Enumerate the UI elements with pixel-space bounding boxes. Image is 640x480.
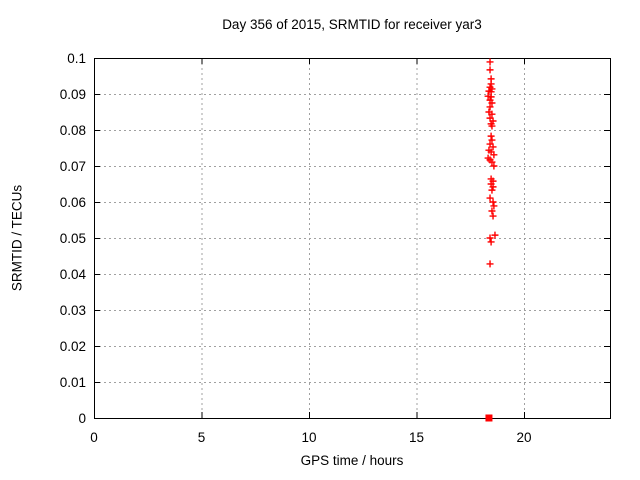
y-tick-label: 0.09 xyxy=(60,87,86,102)
data-point-plus xyxy=(486,58,494,66)
x-tick-label: 10 xyxy=(301,430,316,445)
y-tick-label: 0.02 xyxy=(60,339,86,354)
y-tick-label: 0.04 xyxy=(60,267,87,282)
data-point-plus xyxy=(489,143,497,151)
data-point-plus xyxy=(489,198,497,206)
data-point-plus xyxy=(489,212,497,220)
plot-border xyxy=(94,58,611,419)
y-tick-label: 0 xyxy=(78,411,86,426)
data-point-plus xyxy=(488,110,496,118)
data-point-plus xyxy=(487,93,495,101)
data-point-plus xyxy=(486,260,494,268)
x-tick-label: 20 xyxy=(516,430,531,445)
data-point-plus xyxy=(486,103,494,111)
y-tick-label: 0.01 xyxy=(60,375,86,390)
data-point-plus xyxy=(487,238,495,246)
y-tick-label: 0.1 xyxy=(67,51,86,66)
data-point-plus xyxy=(488,186,496,194)
x-tick-label: 0 xyxy=(90,430,98,445)
y-tick-label: 0.07 xyxy=(60,159,86,174)
data-point-plus xyxy=(487,132,495,140)
x-tick-label: 15 xyxy=(409,430,424,445)
data-point-square xyxy=(485,414,493,422)
data-point-plus xyxy=(488,207,496,215)
data-point-plus xyxy=(487,80,495,88)
data-point-plus xyxy=(490,162,498,170)
chart-title: Day 356 of 2015, SRMTID for receiver yar… xyxy=(222,17,482,32)
y-tick-label: 0.08 xyxy=(60,123,86,138)
x-tick-label: 5 xyxy=(198,430,206,445)
data-point-plus xyxy=(489,183,497,191)
data-point-plus xyxy=(490,151,498,159)
data-point-plus xyxy=(488,136,496,144)
data-point-plus xyxy=(488,158,496,166)
data-point-plus xyxy=(486,234,494,242)
data-point-plus xyxy=(491,231,499,239)
data-point-plus xyxy=(488,122,496,130)
data-point-plus xyxy=(488,99,496,107)
y-tick-label: 0.06 xyxy=(60,195,86,210)
x-axis-label: GPS time / hours xyxy=(300,453,404,468)
data-point-plus xyxy=(486,66,494,74)
data-point-plus xyxy=(490,202,498,210)
y-tick-label: 0.03 xyxy=(60,303,86,318)
data-point-plus xyxy=(486,194,494,202)
y-tick-label: 0.05 xyxy=(60,231,86,246)
